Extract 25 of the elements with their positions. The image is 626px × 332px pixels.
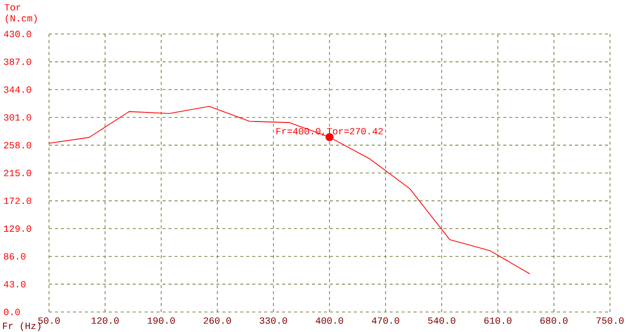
y-tick-label: 172.0 — [4, 198, 32, 204]
y-tick-label: 43.0 — [4, 280, 26, 288]
y-tick-label: 129.0 — [4, 225, 32, 232]
x-tick-label: 400.0 — [316, 317, 344, 324]
y-tick-label: 258.0 — [4, 142, 32, 148]
x-tick-label: 50.0 — [38, 317, 60, 324]
x-tick-label: 190.0 — [148, 317, 175, 324]
y-tick-label: 301.0 — [4, 114, 32, 121]
x-tick-label: 470.0 — [372, 317, 400, 324]
y-tick-label: 387.0 — [4, 58, 32, 66]
x-tick-label: 680.0 — [540, 317, 568, 324]
x-tick-label: 540.0 — [428, 317, 456, 324]
line-series — [48, 106, 530, 274]
y-axis-title: Tor (N.cm) — [4, 4, 37, 24]
y-tick-label: 430.0 — [4, 30, 32, 38]
x-tick-label: 330.0 — [260, 317, 288, 324]
x-tick-label: 120.0 — [92, 317, 119, 324]
x-tick-label: 260.0 — [204, 317, 231, 324]
x-tick-label: 750.0 — [596, 317, 624, 324]
y-tick-label: 344.0 — [4, 86, 32, 93]
y-tick-label: 86.0 — [4, 253, 26, 260]
y-tick-label: 215.0 — [4, 170, 32, 176]
y-tick-label: 0.0 — [4, 308, 20, 316]
x-axis-title: Fr (Hz) — [3, 322, 40, 331]
x-tick-label: 610.0 — [484, 317, 512, 324]
